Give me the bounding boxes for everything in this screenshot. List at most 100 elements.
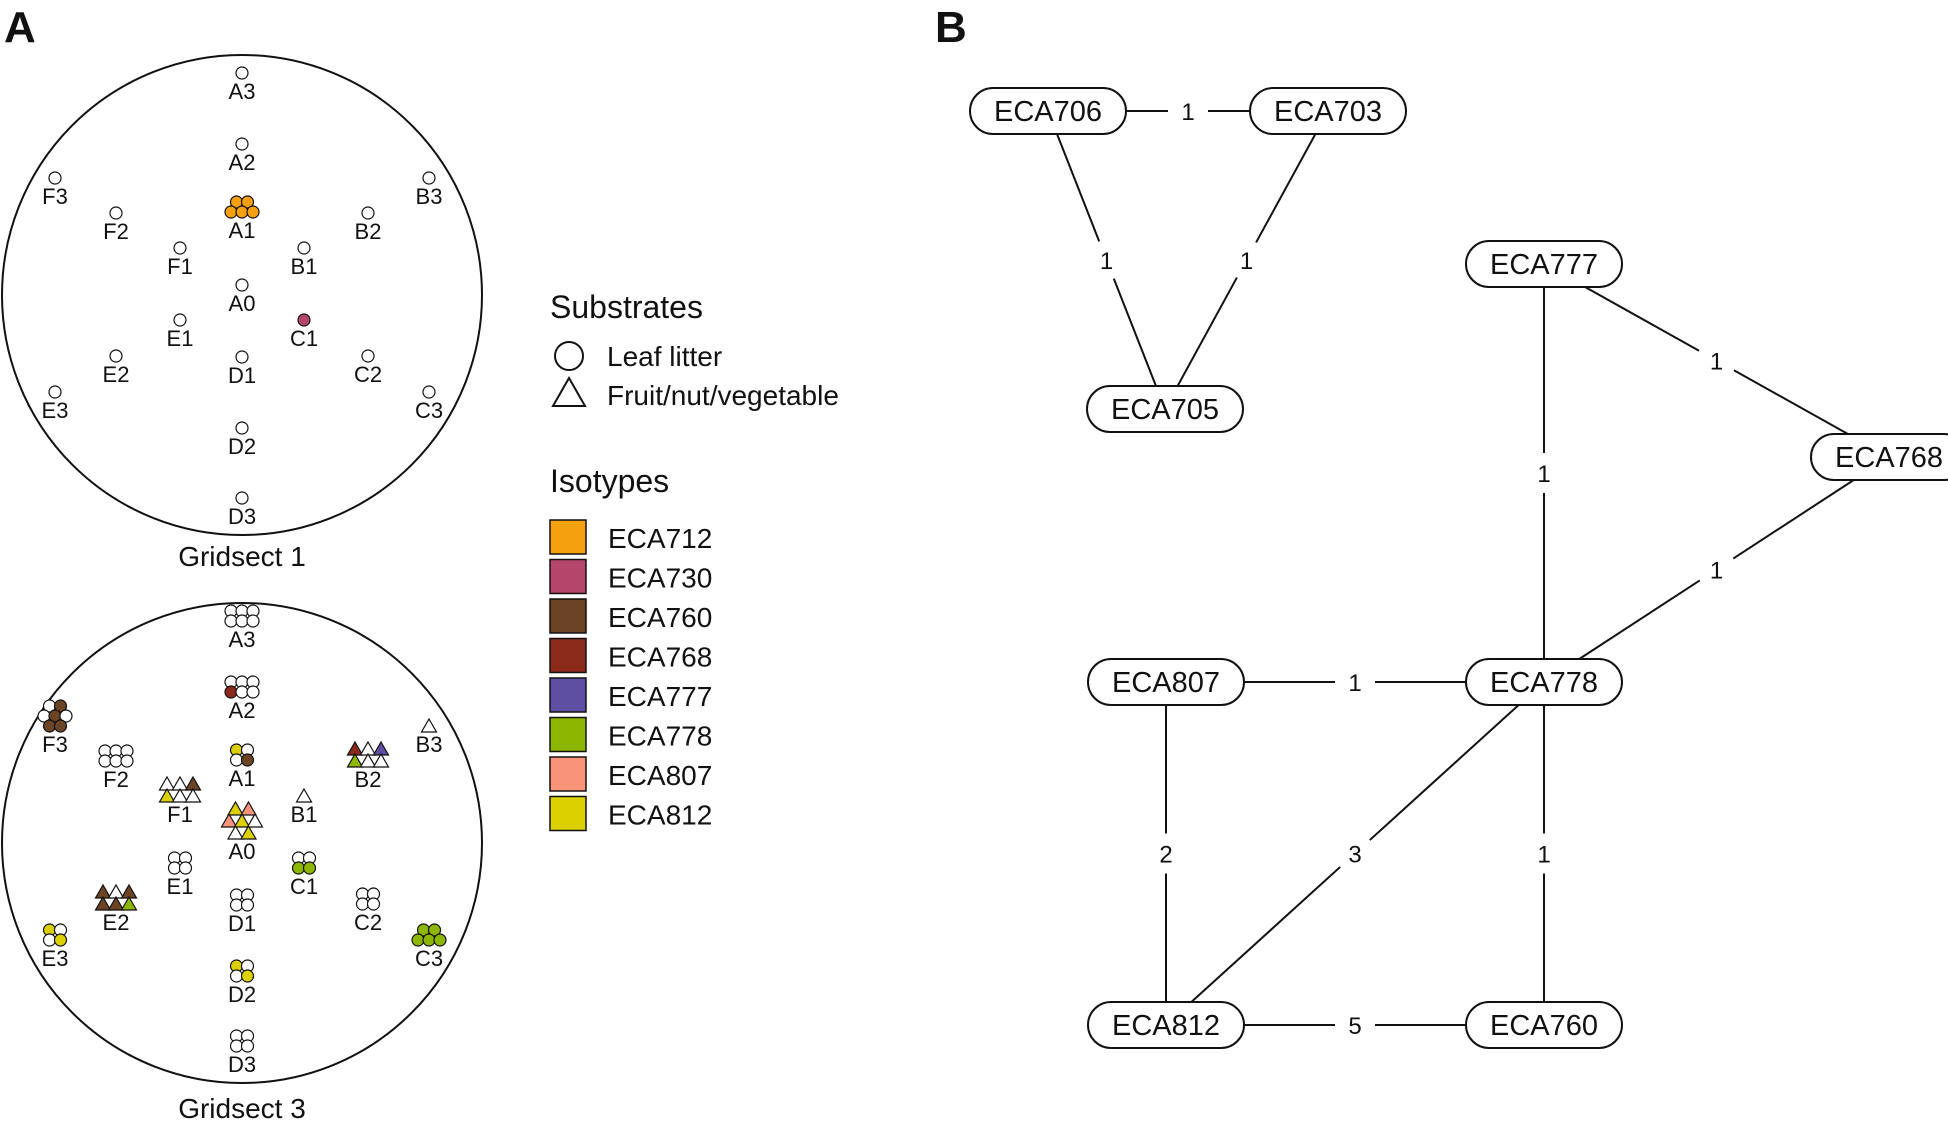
isotype-legend-eca812: ECA812 <box>549 795 712 832</box>
substrates-legend-title: Substrates <box>550 289 703 325</box>
sample-circle <box>427 923 442 937</box>
edge-eca703-eca705: 1 <box>1176 133 1317 387</box>
node-eca703: ECA703 <box>1249 87 1407 135</box>
site-label: D3 <box>228 1052 256 1077</box>
site-a2: A2 <box>224 675 260 723</box>
sample-circle <box>240 898 255 912</box>
node-box <box>1249 87 1407 135</box>
isotype-legend-eca777: ECA777 <box>549 677 712 713</box>
sample-triangle <box>239 800 258 816</box>
substrate-label-fruit: Fruit/nut/vegetable <box>607 380 839 411</box>
node-label: ECA778 <box>1490 667 1598 699</box>
sample-circle <box>53 719 68 733</box>
isotype-swatch <box>549 598 587 634</box>
sample-circle <box>433 933 447 947</box>
sample-circle <box>240 195 255 209</box>
edge-eca778-eca760: 1 <box>1537 705 1551 1002</box>
site-a3: A3 <box>224 604 260 652</box>
site-label: B2 <box>355 219 382 244</box>
edge-eca778-eca812: 3 <box>1190 704 1520 1003</box>
node-label: ECA807 <box>1112 667 1220 699</box>
sample-circle <box>302 861 317 875</box>
site-label: F3 <box>42 732 68 757</box>
site-label: F2 <box>103 219 129 244</box>
site-label: F2 <box>103 767 129 792</box>
sample-circle <box>229 969 244 983</box>
isotypes-legend-title: Isotypes <box>550 463 669 499</box>
edge-weight: 1 <box>1100 248 1113 275</box>
sample-circle <box>361 206 375 220</box>
isotype-legend-eca760: ECA760 <box>549 598 712 634</box>
site-label: E2 <box>103 910 130 935</box>
node-box <box>1087 658 1245 706</box>
site-c2: C2 <box>354 349 382 387</box>
sample-triangle <box>246 812 264 828</box>
site-c3: C3 <box>411 923 447 971</box>
sample-circle <box>235 421 249 435</box>
sample-triangle <box>420 717 438 733</box>
edge-eca807-eca778: 1 <box>1244 670 1466 697</box>
node-label: ECA768 <box>1835 442 1943 474</box>
edge-weight: 1 <box>1181 99 1194 126</box>
site-label: F1 <box>167 254 193 279</box>
edge-eca706-eca705: 1 <box>1056 133 1157 387</box>
sample-triangle <box>107 895 125 911</box>
edge-eca777-eca768: 1 <box>1584 286 1849 435</box>
site-f1: F1 <box>167 241 193 279</box>
edge-weight: 1 <box>1710 558 1723 585</box>
site-label: B3 <box>416 184 443 209</box>
sample-triangle <box>158 787 176 803</box>
sample-circle <box>235 66 249 80</box>
node-label: ECA760 <box>1490 1010 1598 1042</box>
site-label: E3 <box>42 398 69 423</box>
site-label: A3 <box>229 79 256 104</box>
site-c3: C3 <box>415 385 443 423</box>
site-b3: B3 <box>416 171 443 209</box>
site-d2: D2 <box>228 421 256 459</box>
site-f2: F2 <box>98 744 134 792</box>
edge-weight: 1 <box>1537 461 1550 488</box>
node-eca812: ECA812 <box>1087 1001 1245 1049</box>
sample-circle <box>224 205 238 219</box>
sample-circle <box>229 753 244 767</box>
site-f2: F2 <box>103 206 129 244</box>
sample-circle <box>109 754 123 768</box>
edge-line <box>1190 866 1341 1003</box>
node-eca705: ECA705 <box>1086 385 1244 433</box>
site-label: D1 <box>228 911 256 936</box>
isotype-label: ECA760 <box>608 602 712 633</box>
site-label: D3 <box>228 504 256 529</box>
isotype-label: ECA777 <box>608 681 712 712</box>
site-label: C1 <box>290 326 318 351</box>
sample-triangle <box>184 787 202 803</box>
gridsect-1: A3 A2 A1 A0 B1 B2 B3 C1 C2 C3 D1 D2 D3 E1 E2 E3 F1 F2 F3 G… <box>1 54 483 572</box>
node-eca778: ECA778 <box>1465 658 1623 706</box>
site-e2: E2 <box>103 349 130 387</box>
sample-circle <box>167 861 182 875</box>
site-a3: A3 <box>229 66 256 104</box>
panel-label-a: A <box>4 3 36 52</box>
isotype-swatch <box>549 795 587 832</box>
site-label: B1 <box>291 802 318 827</box>
edge-line <box>1578 579 1701 660</box>
sample-triangle <box>239 824 258 840</box>
node-label: ECA705 <box>1111 394 1219 426</box>
site-label: E2 <box>103 362 130 387</box>
node-box <box>1810 433 1948 481</box>
isotype-label: ECA807 <box>608 760 712 791</box>
site-d1: D1 <box>228 350 256 388</box>
edge-weight: 1 <box>1240 248 1253 275</box>
sample-circle <box>246 614 260 628</box>
site-f3: F3 <box>42 171 68 209</box>
site-b1: B1 <box>291 787 318 827</box>
sample-triangle <box>220 812 238 828</box>
sample-triangle <box>359 752 377 768</box>
node-label: ECA703 <box>1274 96 1382 128</box>
isotype-swatch <box>549 637 587 674</box>
sample-triangle <box>295 787 313 803</box>
edge-eca706-eca703: 1 <box>1126 99 1250 126</box>
site-e3: E3 <box>42 385 69 423</box>
isotype-label: ECA730 <box>608 563 712 594</box>
node-label: ECA706 <box>994 96 1102 128</box>
